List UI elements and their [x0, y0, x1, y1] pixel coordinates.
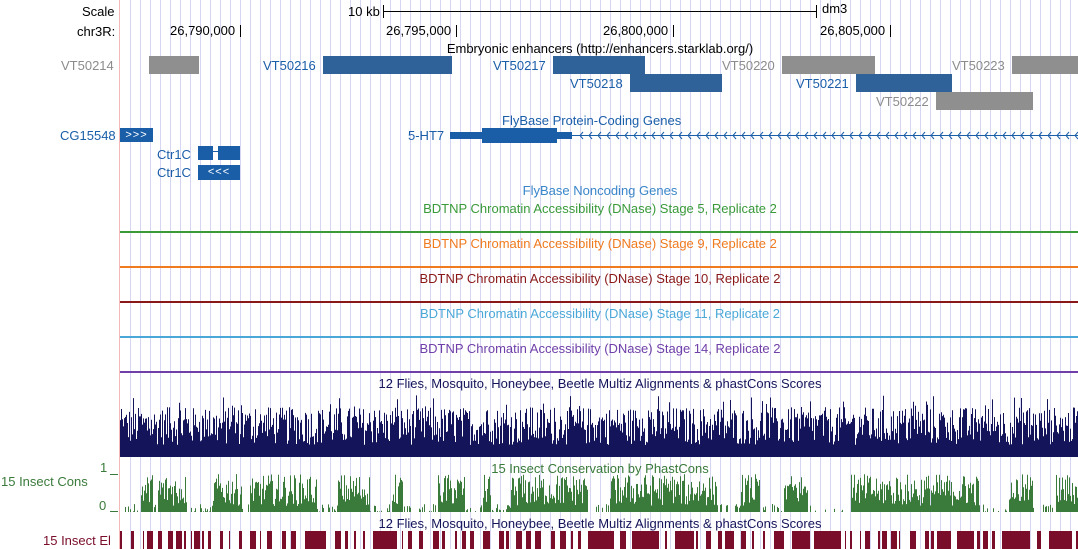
gene-label[interactable]: Ctr1C	[157, 165, 191, 180]
track-left-edge	[119, 0, 120, 549]
insect-el-label[interactable]: 15 Insect El	[43, 533, 111, 548]
insect-cons-label[interactable]: 15 Insect Cons	[1, 474, 88, 489]
gene-cg15548-block[interactable]: >>>	[120, 128, 153, 142]
insect-cons-axis-max: 1	[100, 460, 108, 475]
enhancer-label[interactable]: VT50223	[952, 58, 1005, 73]
ruler-tick-3	[673, 25, 674, 37]
enhancer-block[interactable]	[782, 56, 875, 74]
chrom-label: chr3R:	[77, 24, 116, 39]
scale-bar-left-cap	[383, 5, 384, 18]
dnase-track-title[interactable]: BDTNP Chromatin Accessibility (DNase) St…	[419, 341, 781, 356]
track-gridlines	[120, 0, 1078, 549]
insect-el-elements[interactable]	[120, 531, 1078, 549]
gene-ctr1c-exon[interactable]	[218, 146, 240, 160]
enhancer-block[interactable]	[1012, 56, 1078, 74]
gene-5ht7-intron-line[interactable]	[0, 0, 1078, 160]
dnase-track-signal[interactable]	[120, 336, 1078, 338]
scale-bar-label: 10 kb	[348, 4, 380, 19]
enhancer-label[interactable]: VT50214	[61, 58, 114, 73]
enhancer-block[interactable]	[149, 56, 199, 74]
enhancer-block[interactable]	[856, 74, 952, 92]
assembly-label: dm3	[822, 1, 848, 16]
enhancer-label[interactable]: VT50221	[796, 76, 849, 91]
ruler-tick-4	[890, 25, 891, 37]
track-label-sidebar: Scale chr3R: 15 Insect Cons 15 Insect El	[0, 0, 119, 549]
scale-bar	[383, 11, 816, 12]
enhancer-label[interactable]: VT50217	[493, 58, 546, 73]
dnase-track-title[interactable]: BDTNP Chromatin Accessibility (DNase) St…	[423, 236, 777, 251]
gene-label[interactable]: Ctr1C	[157, 147, 191, 162]
noncoding-track-title[interactable]: FlyBase Noncoding Genes	[522, 183, 678, 198]
insect-cons-wiggle-plot[interactable]	[120, 474, 1078, 512]
enhancer-label[interactable]: VT50220	[722, 58, 775, 73]
gene-ctr1c-exon[interactable]	[198, 146, 213, 160]
gene-label[interactable]: CG15548	[60, 128, 116, 143]
ruler-position-2: 26,795,000	[386, 23, 452, 38]
enhancer-block[interactable]	[936, 92, 1033, 110]
gene-ctr1c-alt-block[interactable]: <<<	[198, 165, 240, 180]
ruler-position-3: 26,800,000	[603, 23, 669, 38]
multiz-wiggle-plot[interactable]	[120, 393, 1078, 457]
genes-track-title[interactable]: FlyBase Protein-Coding Genes	[502, 113, 682, 128]
scale-label: Scale	[82, 4, 115, 19]
enhancer-block[interactable]	[630, 74, 722, 92]
insect-el-track-title[interactable]: 12 Flies, Mosquito, Honeybee, Beetle Mul…	[378, 516, 822, 531]
ruler-position-1: 26,790,000	[170, 23, 236, 38]
dnase-track-signal[interactable]	[120, 371, 1078, 373]
scale-bar-right-cap	[816, 5, 817, 18]
ruler-position-4: 26,805,000	[820, 23, 886, 38]
enhancer-label[interactable]: VT50218	[570, 76, 623, 91]
insect-cons-axis-min: 0	[99, 498, 107, 513]
dnase-track-signal[interactable]	[120, 266, 1078, 268]
dnase-track-title[interactable]: BDTNP Chromatin Accessibility (DNase) St…	[419, 306, 781, 321]
ruler-tick-2	[456, 25, 457, 37]
dnase-track-title[interactable]: BDTNP Chromatin Accessibility (DNase) St…	[423, 201, 777, 216]
gene-5ht7-cds[interactable]	[482, 128, 557, 143]
gene-label[interactable]: 5-HT7	[408, 128, 445, 143]
insect-cons-axis-max-tick	[110, 474, 118, 475]
dnase-track-signal[interactable]	[120, 301, 1078, 303]
insect-cons-track-title[interactable]: 15 Insect Conservation by PhastCons	[491, 461, 709, 476]
enhancer-label[interactable]: VT50222	[876, 94, 929, 109]
multiz-track-title[interactable]: 12 Flies, Mosquito, Honeybee, Beetle Mul…	[378, 376, 822, 391]
dnase-track-signal[interactable]	[120, 231, 1078, 233]
insect-cons-axis-min-tick	[110, 511, 118, 512]
dnase-track-title[interactable]: BDTNP Chromatin Accessibility (DNase) St…	[419, 271, 781, 286]
enhancer-block[interactable]	[323, 56, 452, 74]
ruler-tick-1	[240, 25, 241, 37]
enhancers-track-title[interactable]: Embryonic enhancers (http://enhancers.st…	[446, 41, 754, 56]
enhancer-block[interactable]	[553, 56, 645, 74]
enhancer-label[interactable]: VT50216	[263, 58, 316, 73]
